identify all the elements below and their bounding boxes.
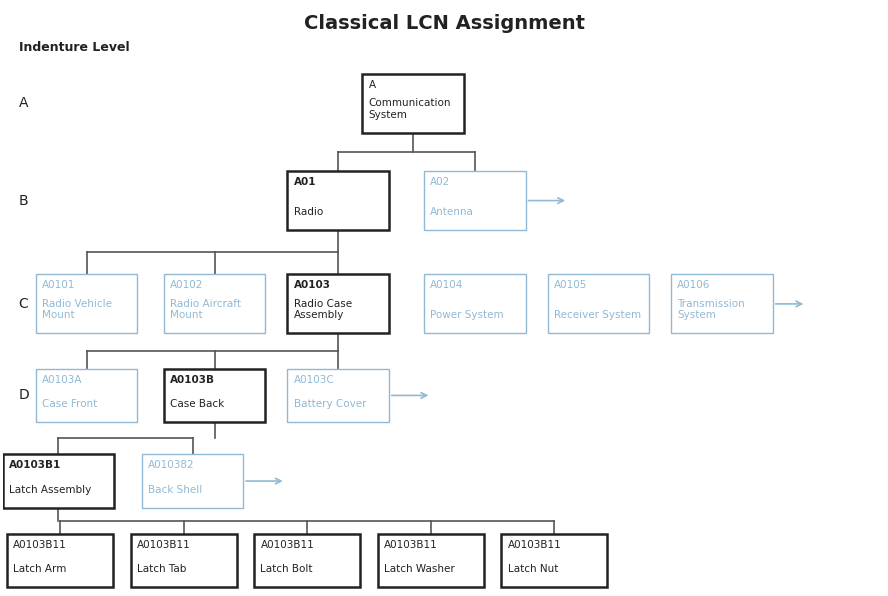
FancyBboxPatch shape	[548, 274, 649, 333]
Text: A0104: A0104	[431, 280, 464, 290]
Text: A0103A: A0103A	[42, 375, 83, 385]
Text: A02: A02	[431, 177, 450, 187]
Text: A0103B1: A0103B1	[10, 460, 61, 470]
Text: D: D	[19, 389, 29, 402]
FancyBboxPatch shape	[163, 274, 266, 333]
Text: C: C	[19, 297, 28, 311]
FancyBboxPatch shape	[36, 369, 138, 422]
FancyBboxPatch shape	[7, 534, 113, 587]
Text: A0103: A0103	[294, 280, 330, 290]
Text: A0103B11: A0103B11	[260, 540, 314, 550]
Text: A: A	[369, 79, 376, 89]
Text: Case Front: Case Front	[42, 399, 98, 409]
FancyBboxPatch shape	[142, 455, 243, 508]
FancyBboxPatch shape	[502, 534, 607, 587]
Text: Battery Cover: Battery Cover	[294, 399, 366, 409]
Text: A0103B11: A0103B11	[137, 540, 191, 550]
Text: A010382: A010382	[148, 460, 194, 470]
Text: Communication
System: Communication System	[369, 98, 451, 120]
Text: Latch Bolt: Latch Bolt	[260, 564, 313, 575]
Text: Transmission
System: Transmission System	[678, 299, 745, 321]
FancyBboxPatch shape	[36, 274, 138, 333]
Text: A0103B: A0103B	[170, 375, 215, 385]
FancyBboxPatch shape	[131, 534, 236, 587]
Text: Antenna: Antenna	[431, 207, 474, 217]
Text: Radio Case
Assembly: Radio Case Assembly	[294, 299, 352, 321]
Text: Radio Vehicle
Mount: Radio Vehicle Mount	[42, 299, 112, 321]
FancyBboxPatch shape	[288, 274, 389, 333]
FancyBboxPatch shape	[163, 369, 266, 422]
Text: Radio: Radio	[294, 207, 323, 217]
Text: A0105: A0105	[554, 280, 587, 290]
FancyBboxPatch shape	[424, 171, 526, 230]
Text: Latch Assembly: Latch Assembly	[10, 485, 91, 495]
Text: Receiver System: Receiver System	[554, 311, 641, 321]
Text: B: B	[19, 194, 28, 207]
Text: Latch Tab: Latch Tab	[137, 564, 186, 575]
Text: Power System: Power System	[431, 311, 504, 321]
Text: A0103C: A0103C	[294, 375, 334, 385]
FancyBboxPatch shape	[254, 534, 361, 587]
Text: Latch Arm: Latch Arm	[13, 564, 67, 575]
Text: Latch Washer: Latch Washer	[384, 564, 455, 575]
FancyBboxPatch shape	[671, 274, 773, 333]
FancyBboxPatch shape	[288, 369, 389, 422]
FancyBboxPatch shape	[288, 171, 389, 230]
Text: A0101: A0101	[42, 280, 75, 290]
FancyBboxPatch shape	[377, 534, 484, 587]
Text: F: F	[19, 554, 27, 568]
Text: Radio Aircraft
Mount: Radio Aircraft Mount	[170, 299, 241, 321]
Text: Classical LCN Assignment: Classical LCN Assignment	[304, 14, 584, 33]
Text: Back Shell: Back Shell	[148, 485, 202, 495]
Text: A0102: A0102	[170, 280, 203, 290]
Text: A0103B11: A0103B11	[508, 540, 561, 550]
FancyBboxPatch shape	[362, 74, 464, 133]
Text: A01: A01	[294, 177, 316, 187]
Text: A0103B11: A0103B11	[384, 540, 438, 550]
Text: Latch Nut: Latch Nut	[508, 564, 558, 575]
Text: A0103B11: A0103B11	[13, 540, 67, 550]
Text: Indenture Level: Indenture Level	[19, 41, 130, 54]
Text: A: A	[19, 96, 28, 110]
FancyBboxPatch shape	[424, 274, 526, 333]
Text: Case Back: Case Back	[170, 399, 225, 409]
Text: E: E	[19, 474, 28, 488]
FancyBboxPatch shape	[4, 455, 114, 508]
Text: A0106: A0106	[678, 280, 710, 290]
